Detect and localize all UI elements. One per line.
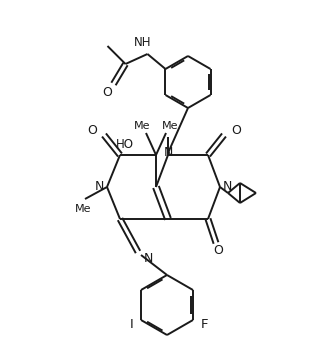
Text: N: N xyxy=(95,181,104,194)
Text: F: F xyxy=(201,318,209,331)
Text: N: N xyxy=(144,252,153,265)
Text: Me: Me xyxy=(134,121,150,131)
Text: O: O xyxy=(213,244,223,257)
Text: N: N xyxy=(223,181,232,194)
Text: I: I xyxy=(129,318,133,331)
Text: O: O xyxy=(87,125,97,137)
Text: N: N xyxy=(163,146,173,159)
Text: Me: Me xyxy=(162,121,178,131)
Text: HO: HO xyxy=(116,139,134,151)
Text: O: O xyxy=(103,85,112,98)
Text: Me: Me xyxy=(75,204,91,214)
Text: NH: NH xyxy=(134,36,151,49)
Text: O: O xyxy=(231,125,241,137)
